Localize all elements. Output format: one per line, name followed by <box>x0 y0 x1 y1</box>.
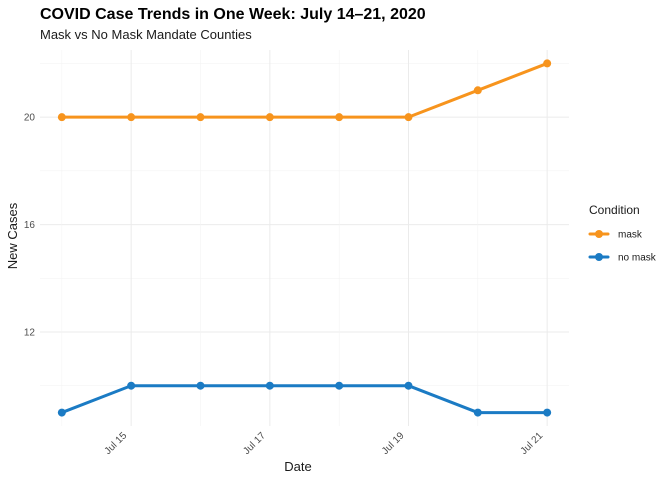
data-point <box>127 113 136 122</box>
data-point <box>335 381 344 390</box>
series-line <box>60 61 549 119</box>
x-tick-label: Jul 15 <box>103 430 130 457</box>
chart-subtitle: Mask vs No Mask Mandate Counties <box>40 27 252 42</box>
grid-lines <box>40 50 569 426</box>
data-point <box>265 113 274 122</box>
axis-tick-labels: 12 16 20 Jul 15 Jul 17 Jul 19 Jul 21 <box>24 113 546 457</box>
y-tick-label: 16 <box>24 220 36 231</box>
data-point <box>543 408 552 417</box>
legend-item: mask <box>588 230 643 241</box>
data-point <box>404 381 413 390</box>
series-line <box>60 384 549 415</box>
y-axis-title: New Cases <box>5 202 20 269</box>
data-point <box>335 113 344 122</box>
x-tick-label: Jul 17 <box>241 430 268 457</box>
legend-item: no mask <box>588 253 657 264</box>
data-point <box>265 381 274 390</box>
data-point <box>127 381 136 390</box>
x-tick-label: Jul 19 <box>380 430 407 457</box>
legend-key-point <box>595 230 603 238</box>
legend-items: mask no mask <box>588 230 657 264</box>
chart-title: COVID Case Trends in One Week: July 14–2… <box>40 6 426 23</box>
data-point <box>196 113 205 122</box>
x-axis-title: Date <box>284 459 311 474</box>
y-tick-label: 12 <box>24 328 36 339</box>
data-point <box>196 381 205 390</box>
y-tick-label: 20 <box>24 113 36 124</box>
series-mask <box>57 59 552 122</box>
data-point <box>57 408 66 417</box>
x-tick-label: Jul 21 <box>519 430 546 457</box>
legend: Condition mask no mask <box>588 203 657 264</box>
data-point <box>473 408 482 417</box>
data-point <box>543 59 552 68</box>
legend-label: mask <box>618 230 643 241</box>
data-point <box>473 86 482 95</box>
data-point <box>57 113 66 122</box>
legend-title: Condition <box>589 203 640 217</box>
series-layer <box>57 59 552 417</box>
data-point <box>404 113 413 122</box>
legend-key-point <box>595 253 603 261</box>
legend-label: no mask <box>618 253 657 264</box>
series-no-mask <box>57 381 552 417</box>
